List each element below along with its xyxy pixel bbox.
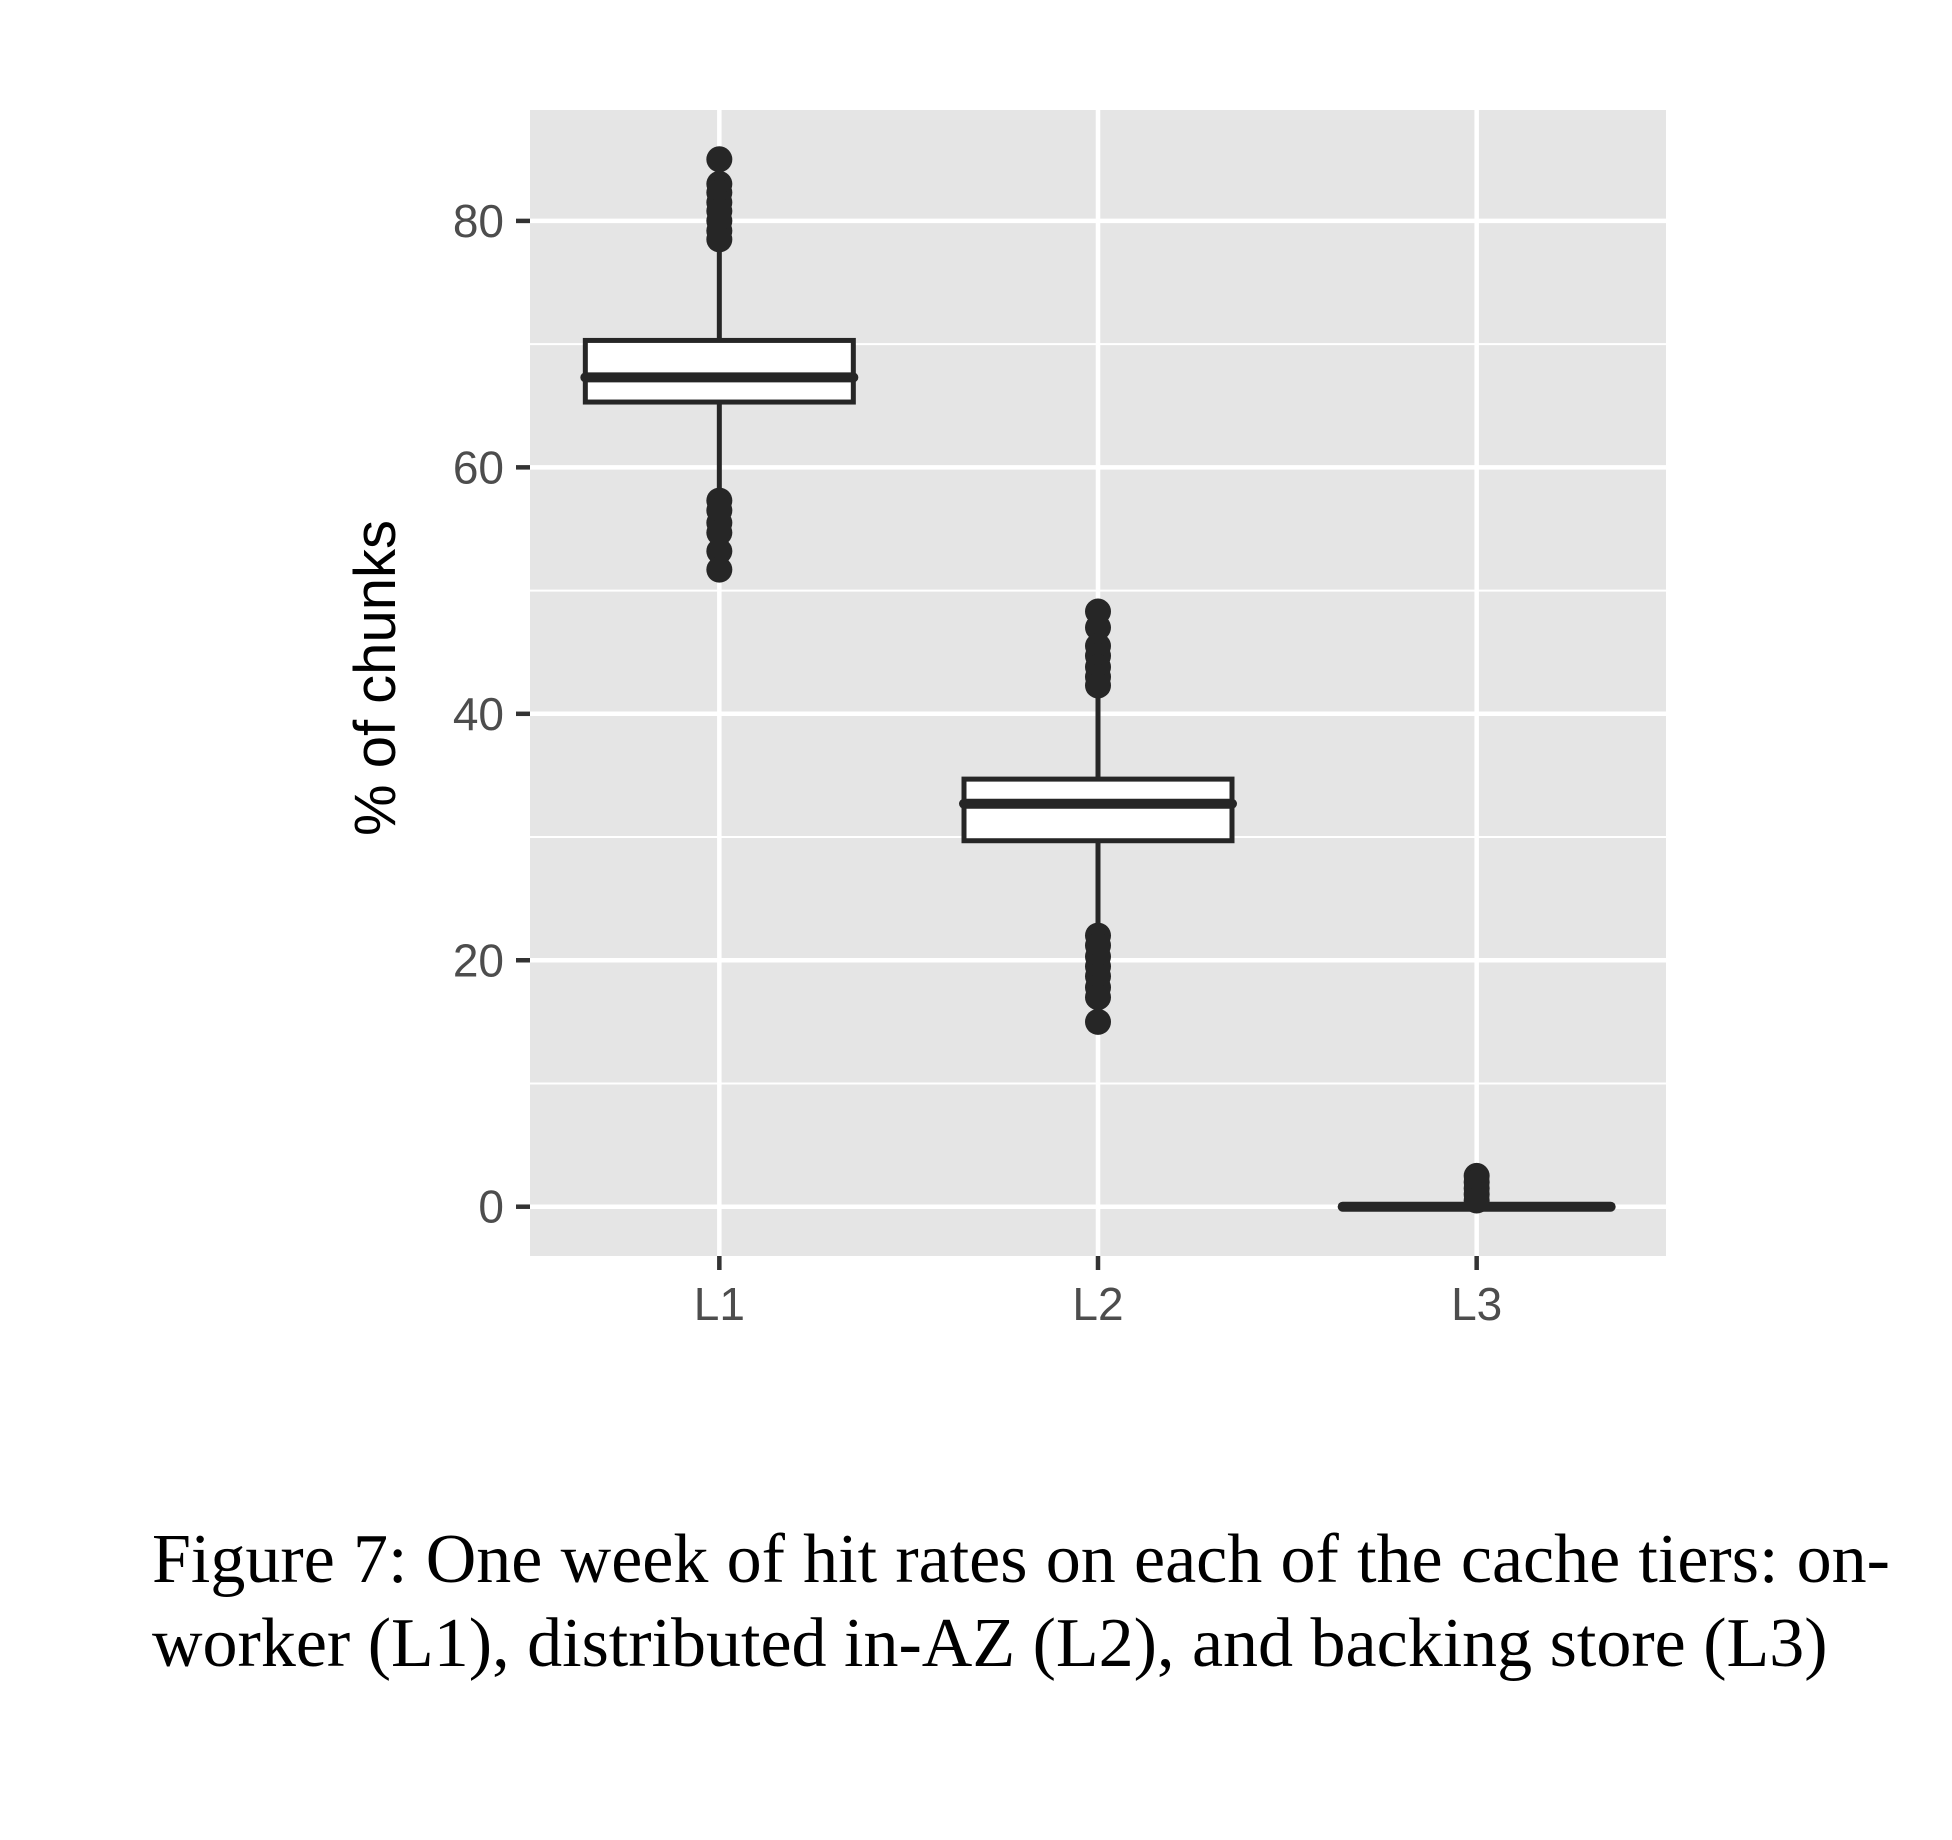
outlier-point xyxy=(1085,1008,1111,1035)
outlier-point xyxy=(1463,1187,1490,1214)
x-tick-label: L3 xyxy=(1451,1278,1502,1330)
box-iqr xyxy=(582,337,856,405)
box-iqr xyxy=(961,776,1235,844)
box-l1 xyxy=(580,146,859,583)
x-axis: L1 L2 L3 xyxy=(694,1256,1502,1330)
y-tick-label: 20 xyxy=(453,934,504,986)
y-tick-label: 60 xyxy=(453,441,504,493)
boxplot-chart: 0 20 40 60 80 L1 L2 L3 % of chunks xyxy=(343,110,1666,1330)
outlier-point xyxy=(1085,614,1111,641)
outlier-point xyxy=(1085,984,1111,1011)
outlier-point xyxy=(706,538,733,565)
x-tick-label: L2 xyxy=(1072,1278,1123,1330)
x-tick-label: L1 xyxy=(694,1278,745,1330)
box-l3 xyxy=(1337,1162,1616,1214)
y-tick-label: 0 xyxy=(478,1181,504,1233)
outlier-point xyxy=(706,519,733,546)
box-series xyxy=(580,146,1616,1214)
y-tick-label: 40 xyxy=(453,688,504,740)
y-tick-label: 80 xyxy=(453,195,504,247)
y-axis-title: % of chunks xyxy=(343,520,408,836)
y-axis: 0 20 40 60 80 xyxy=(453,195,530,1233)
outlier-point xyxy=(706,226,733,253)
outlier-point xyxy=(706,146,733,173)
outlier-point xyxy=(706,556,733,583)
box-l2 xyxy=(959,598,1237,1035)
outlier-point xyxy=(1085,672,1111,699)
figure-caption: Figure 7: One week of hit rates on each … xyxy=(152,1521,1890,1682)
